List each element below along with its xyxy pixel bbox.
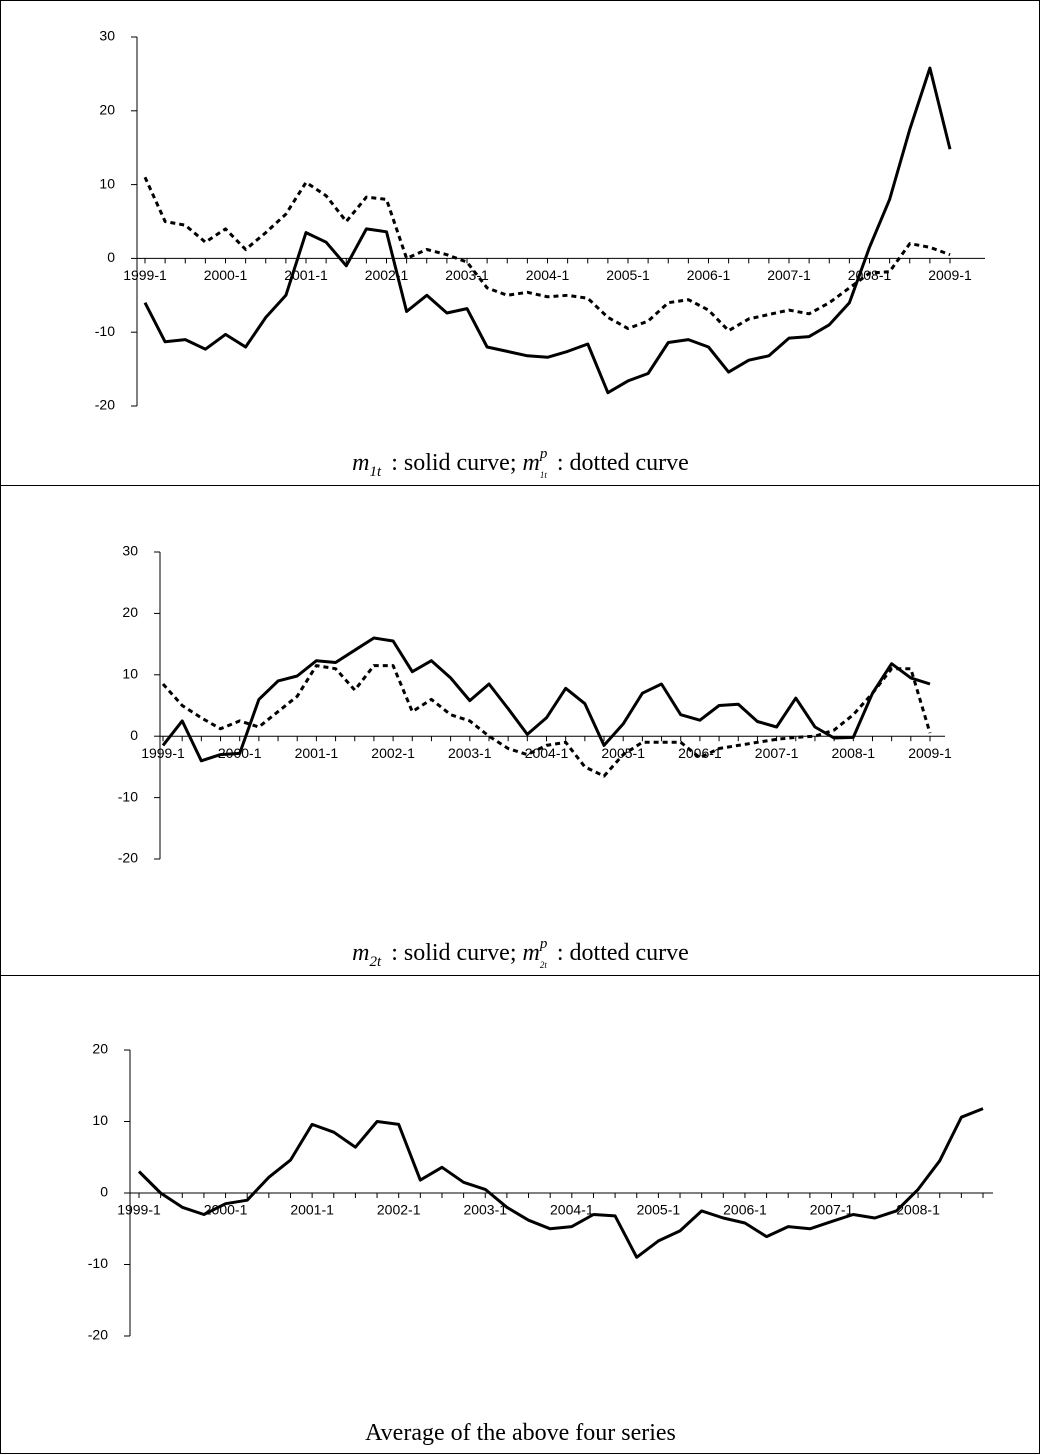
x-tick-label: 2006-1 <box>723 1202 767 1218</box>
caption-part: 2t <box>540 960 548 970</box>
caption-part: m <box>352 450 369 476</box>
caption-part: m <box>523 940 540 966</box>
caption-part: : solid curve; <box>385 450 522 476</box>
caption: Average of the above four series <box>365 1420 676 1446</box>
caption: m1t : solid curve; mp 1t : dotted curve <box>352 446 689 480</box>
y-tick-label: 10 <box>122 666 138 682</box>
y-tick-label: 10 <box>99 175 115 191</box>
x-tick-label: 2007-1 <box>810 1202 854 1218</box>
x-tick-label: 2006-1 <box>687 267 731 283</box>
y-tick-label: -20 <box>88 1327 108 1343</box>
y-tick-label: -20 <box>118 850 138 866</box>
caption-part: : dotted curve <box>551 940 689 966</box>
x-tick-label: 2005-1 <box>606 267 650 283</box>
x-tick-label: 2001-1 <box>290 1202 334 1218</box>
x-tick-label: 2008-1 <box>896 1202 940 1218</box>
panel-border <box>0 0 1040 486</box>
x-tick-label: 2001-1 <box>295 745 339 761</box>
line-series <box>143 176 951 333</box>
y-tick-label: 0 <box>107 249 115 265</box>
y-tick-label: 20 <box>92 1041 108 1057</box>
caption-part: m <box>523 450 540 476</box>
y-tick-label: 20 <box>122 604 138 620</box>
y-tick-label: 0 <box>100 1184 108 1200</box>
x-tick-label: 2005-1 <box>637 1202 681 1218</box>
caption-part: : solid curve; <box>385 940 522 966</box>
y-tick-label: -10 <box>88 1255 108 1271</box>
x-tick-label: 2000-1 <box>204 267 248 283</box>
y-tick-label: 30 <box>99 28 115 44</box>
x-tick-label: 2008-1 <box>832 745 876 761</box>
caption-part: m <box>352 940 369 966</box>
y-tick-label: -20 <box>95 397 115 413</box>
caption-part: p <box>539 936 548 952</box>
x-tick-label: 2004-1 <box>525 745 569 761</box>
caption-part: 1t <box>370 464 383 480</box>
y-tick-label: -10 <box>95 323 115 339</box>
line-series <box>137 1107 984 1259</box>
y-tick-label: 0 <box>130 727 138 743</box>
line-series <box>161 664 932 778</box>
x-tick-label: 1999-1 <box>141 745 185 761</box>
x-tick-label: 2009-1 <box>908 745 952 761</box>
caption-part: p <box>539 446 548 462</box>
x-tick-label: 2007-1 <box>755 745 799 761</box>
caption-part: Average of the above four series <box>365 1420 676 1446</box>
x-tick-label: 2004-1 <box>550 1202 594 1218</box>
x-tick-label: 1999-1 <box>117 1202 161 1218</box>
x-tick-label: 1999-1 <box>123 267 167 283</box>
caption-part: 2t <box>370 954 383 970</box>
x-tick-label: 2002-1 <box>377 1202 421 1218</box>
line-series <box>161 636 931 763</box>
caption: m2t : solid curve; mp 2t : dotted curve <box>352 936 689 970</box>
line-series <box>143 66 952 395</box>
x-tick-label: 2003-1 <box>445 267 489 283</box>
x-tick-label: 2002-1 <box>371 745 415 761</box>
x-tick-label: 2003-1 <box>448 745 492 761</box>
panel-border <box>0 975 1040 1454</box>
x-tick-label: 2009-1 <box>928 267 972 283</box>
y-tick-label: 20 <box>99 102 115 118</box>
panel-border <box>0 485 1040 976</box>
y-tick-label: 10 <box>92 1112 108 1128</box>
x-tick-label: 2006-1 <box>678 745 722 761</box>
caption-part: : dotted curve <box>551 450 689 476</box>
x-tick-label: 2000-1 <box>204 1202 248 1218</box>
x-tick-label: 2008-1 <box>848 267 892 283</box>
x-tick-label: 2003-1 <box>463 1202 507 1218</box>
x-tick-label: 2007-1 <box>767 267 811 283</box>
caption-part: 1t <box>540 470 548 480</box>
y-tick-label: -10 <box>118 788 138 804</box>
x-tick-label: 2004-1 <box>526 267 570 283</box>
y-tick-label: 30 <box>122 543 138 559</box>
x-tick-label: 2002-1 <box>365 267 409 283</box>
